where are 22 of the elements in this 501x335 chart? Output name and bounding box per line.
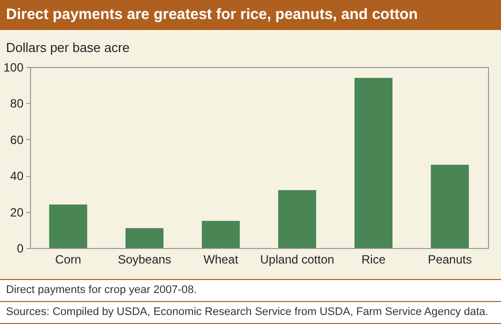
x-tick-label: Corn	[55, 252, 82, 266]
chart-title: Direct payments are greatest for rice, peanuts, and cotton	[0, 0, 501, 30]
y-tick-label: 60	[10, 132, 24, 147]
y-tick-label: 20	[10, 205, 24, 220]
x-tick-label: Peanuts	[428, 252, 472, 266]
y-tick-label: 100	[3, 60, 24, 74]
y-tick-label: 80	[10, 96, 24, 111]
y-tick-label: 40	[10, 169, 24, 184]
bar	[202, 220, 240, 248]
y-tick-label: 0	[16, 242, 24, 256]
text: Direct payments for crop year 2007-08.	[0, 279, 501, 301]
x-tick-label: Wheat	[203, 252, 239, 266]
bar	[49, 204, 88, 248]
y-axis-title: Dollars per base acre	[6, 40, 130, 55]
x-tick-label: Soybeans	[118, 252, 172, 266]
bar	[430, 164, 469, 248]
bar	[354, 78, 392, 248]
source-note: Sources: Compiled by USDA, Economic Research Service from USDA, Farm Service Agency data.	[0, 301, 501, 323]
x-tick-label: Upland cotton	[260, 252, 334, 266]
bar	[126, 228, 164, 248]
x-tick-label: Rice	[361, 252, 386, 266]
bar	[278, 190, 316, 248]
